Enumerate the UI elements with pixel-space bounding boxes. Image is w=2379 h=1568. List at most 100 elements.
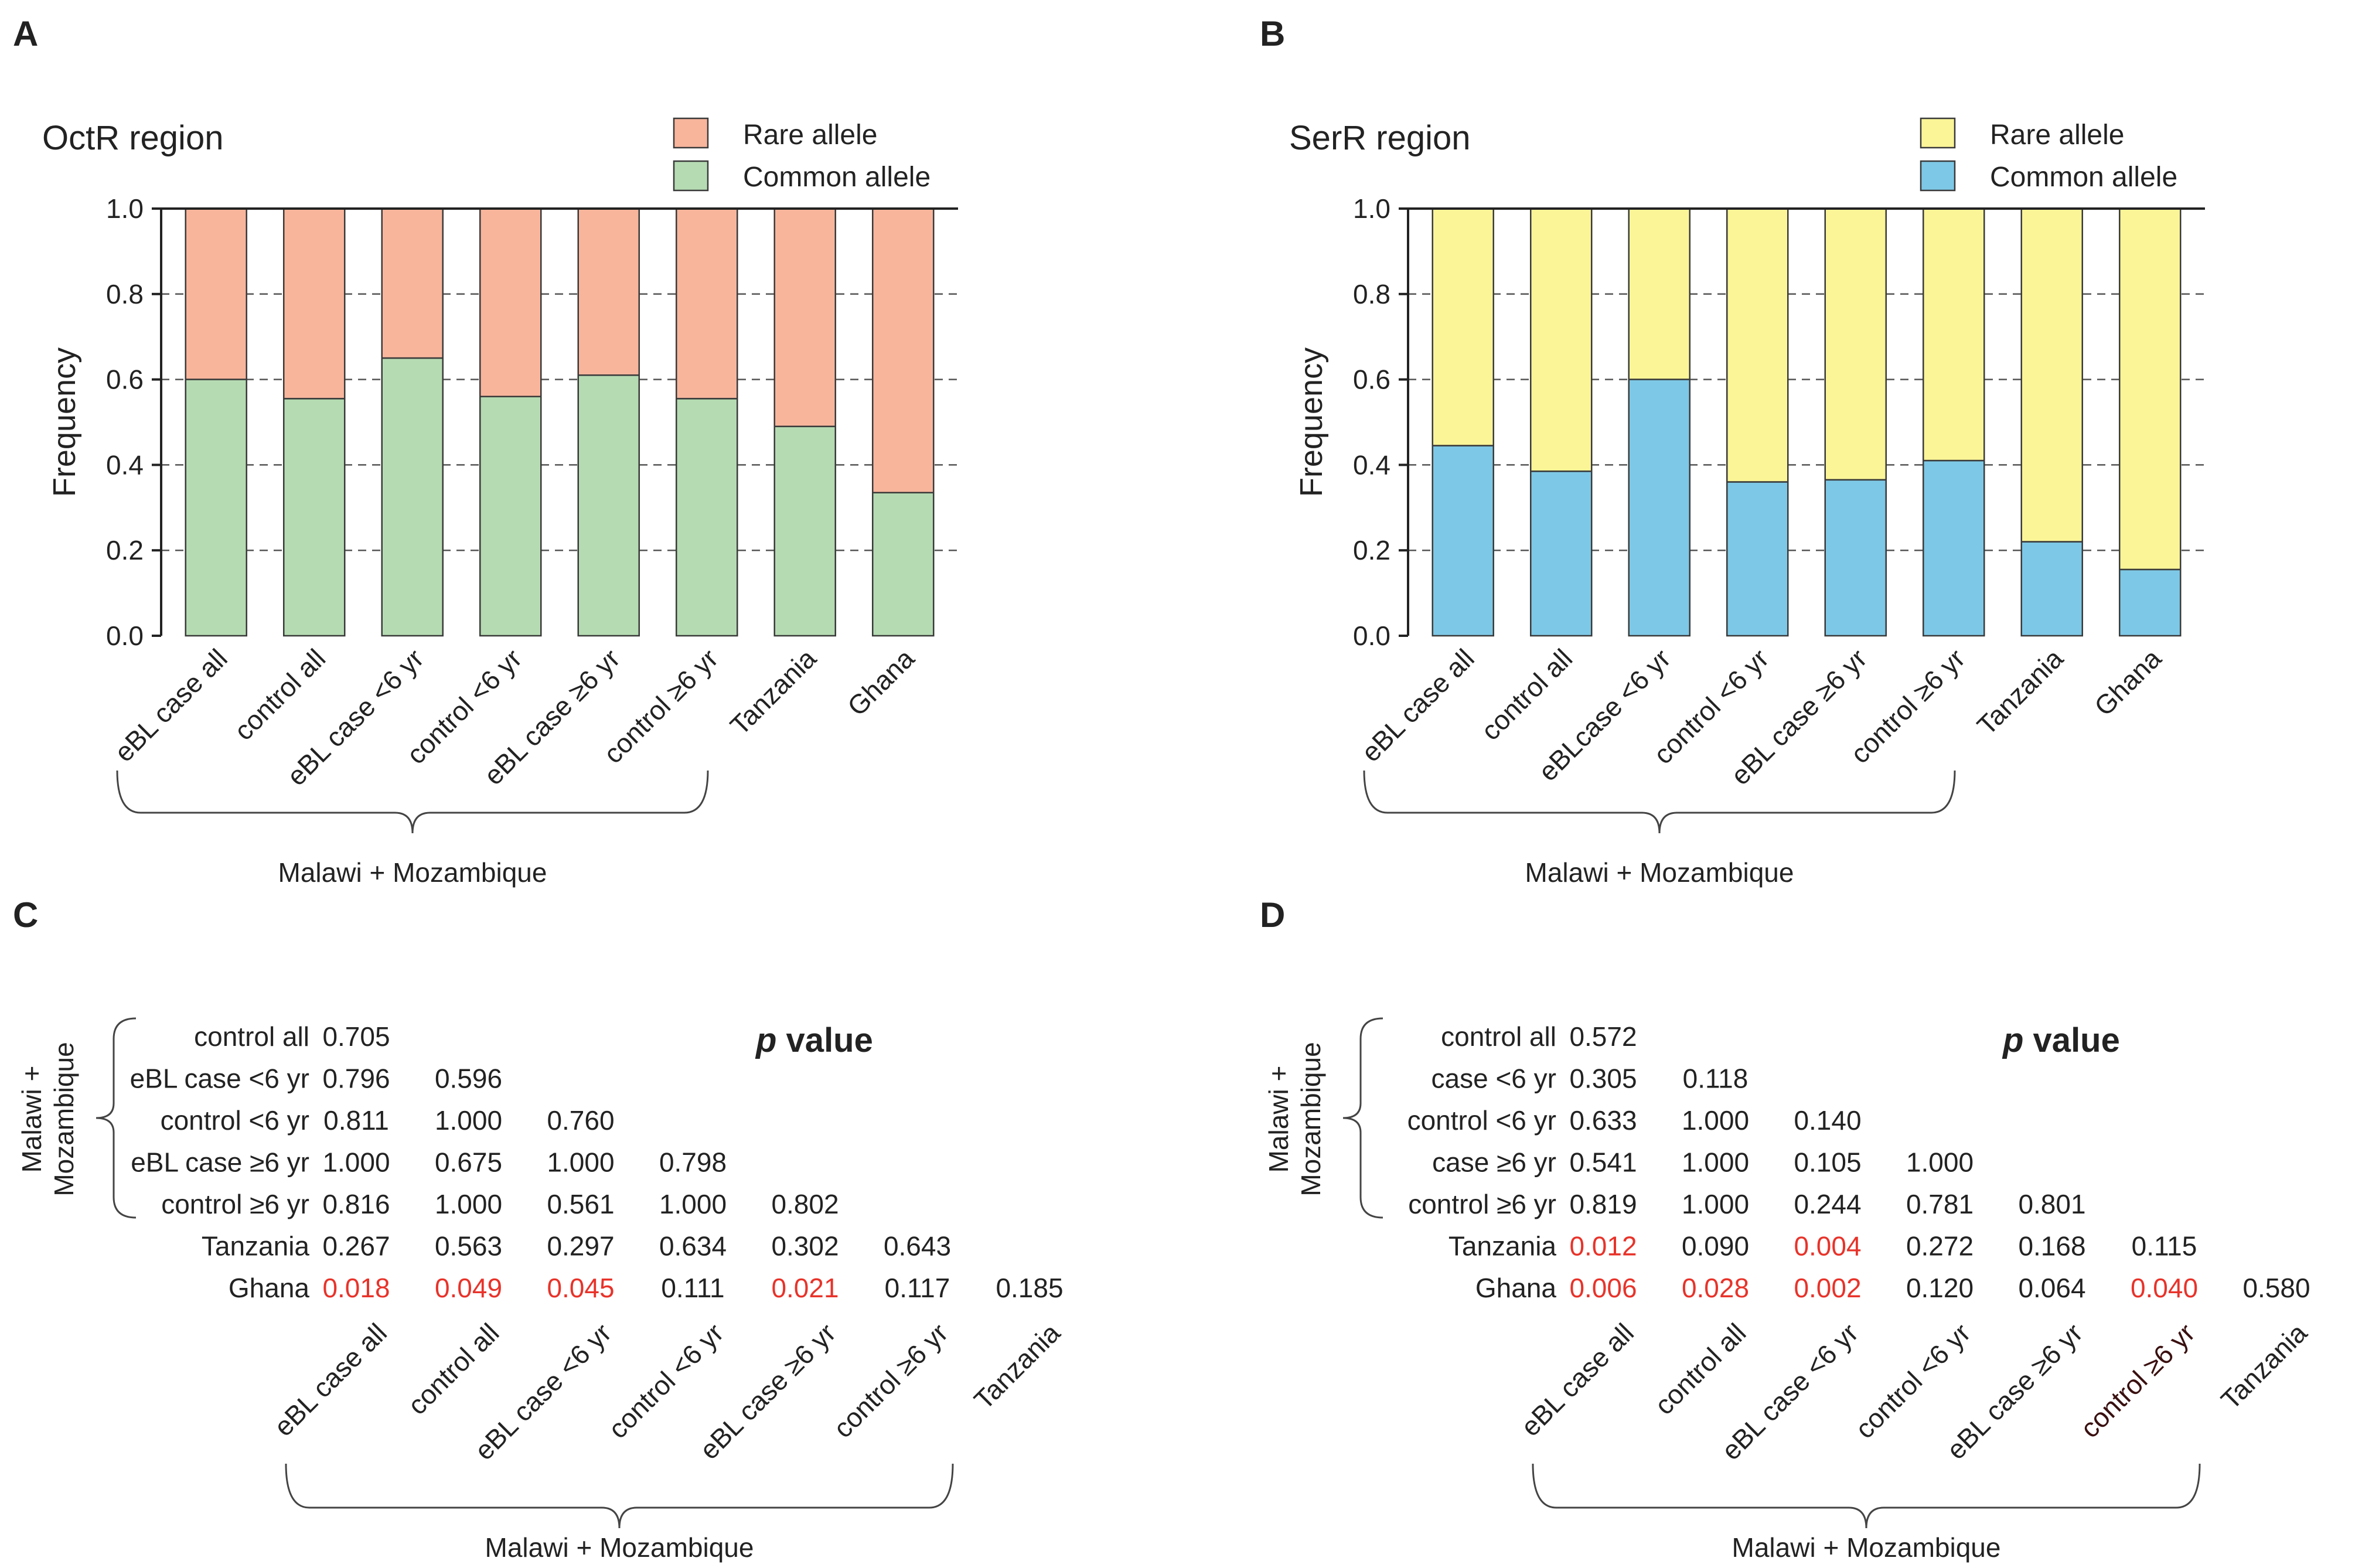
panel-letter-a: A bbox=[13, 14, 38, 53]
row-label: eBL case <6 yr bbox=[130, 1063, 309, 1094]
y-axis-label: Frequency bbox=[47, 347, 82, 497]
column-label: Tanzania bbox=[2215, 1317, 2313, 1415]
pvalue-cell: 0.596 bbox=[435, 1063, 502, 1094]
row-label: Tanzania bbox=[1448, 1231, 1557, 1262]
pvalue-cell: 0.267 bbox=[322, 1231, 390, 1262]
column-label: eBL case all bbox=[268, 1317, 393, 1442]
side-label-line1: Malawi + bbox=[1263, 1066, 1294, 1173]
pvalue-cell: 1.000 bbox=[435, 1189, 502, 1219]
pvalue-cell-significant: 0.004 bbox=[1794, 1231, 1861, 1262]
y-tick-label: 0.6 bbox=[106, 364, 144, 395]
pvalue-cell: 0.811 bbox=[323, 1105, 389, 1136]
column-label: control <6 yr bbox=[1849, 1317, 1976, 1444]
bar-common bbox=[1530, 471, 1593, 637]
pvalue-cell: 0.090 bbox=[1682, 1231, 1749, 1262]
legend-swatch-common bbox=[673, 160, 709, 192]
column-label: control ≥6 yr bbox=[827, 1317, 954, 1444]
row-label: control ≥6 yr bbox=[161, 1189, 309, 1219]
row-label: control all bbox=[1441, 1021, 1556, 1052]
row-label: Tanzania bbox=[202, 1231, 310, 1262]
bar-rare bbox=[1432, 207, 1494, 446]
pvalue-cell: 1.000 bbox=[1682, 1189, 1749, 1219]
row-label: control <6 yr bbox=[1407, 1105, 1556, 1136]
pvalue-cell: 0.541 bbox=[1569, 1147, 1637, 1178]
pvalue-cell: 0.302 bbox=[771, 1231, 839, 1262]
bar-common bbox=[577, 374, 640, 637]
y-tick-label: 0.0 bbox=[106, 621, 144, 651]
bar-common bbox=[1726, 481, 1789, 637]
bar-common bbox=[773, 425, 836, 637]
pvalue-cell: 0.760 bbox=[547, 1105, 614, 1136]
pvalue-cell: 0.781 bbox=[1906, 1189, 1974, 1219]
y-axis-label: Frequency bbox=[1294, 347, 1329, 497]
pvalue-cell: 0.563 bbox=[435, 1231, 502, 1262]
serr-pvalue-table: p value Malawi + Mozambique control all 0.57… bbox=[1263, 1017, 2313, 1563]
x-category-label: eBL case all bbox=[108, 643, 233, 768]
bar-common bbox=[1628, 379, 1690, 637]
x-category-label: control all bbox=[1475, 643, 1578, 746]
side-label-line2: Mozambique bbox=[1296, 1042, 1326, 1196]
bar-rare bbox=[2020, 207, 2083, 543]
y-tick-label: 1.0 bbox=[1353, 193, 1390, 224]
bar-rare bbox=[1530, 207, 1593, 472]
pvalue-cell-significant: 0.006 bbox=[1569, 1273, 1637, 1303]
y-tick-label: 0.8 bbox=[106, 279, 144, 309]
x-category-label: Tanzania bbox=[724, 643, 822, 741]
side-label-line1: Malawi + bbox=[16, 1066, 47, 1173]
bar-common bbox=[2020, 541, 2083, 637]
column-label: control all bbox=[1649, 1317, 1752, 1420]
bar-common bbox=[2119, 568, 2182, 637]
bar-common bbox=[185, 379, 247, 637]
pvalue-cell: 0.801 bbox=[2018, 1189, 2085, 1219]
bar-rare bbox=[872, 207, 935, 494]
chart-title: SerR region bbox=[1289, 119, 1470, 157]
row-label: eBL case ≥6 yr bbox=[131, 1147, 309, 1178]
y-tick-label: 0.2 bbox=[106, 535, 144, 565]
row-group-brace bbox=[96, 1017, 137, 1219]
bar-common bbox=[381, 357, 444, 637]
pvalue-cell: 0.643 bbox=[884, 1231, 951, 1262]
bar-rare bbox=[1726, 207, 1789, 483]
bar-common bbox=[479, 396, 542, 637]
legend-swatch-common bbox=[1920, 160, 1956, 192]
pvalue-title: p value bbox=[2002, 1021, 2120, 1059]
pvalue-cell: 0.140 bbox=[1794, 1105, 1861, 1136]
pvalue-cell: 0.634 bbox=[659, 1231, 727, 1262]
bar-rare bbox=[185, 207, 247, 380]
bar-rare bbox=[773, 207, 836, 428]
pvalue-cell: 0.244 bbox=[1794, 1189, 1861, 1219]
pvalue-cell: 0.633 bbox=[1569, 1105, 1637, 1136]
x-category-label: control all bbox=[228, 643, 331, 746]
legend-swatch-rare bbox=[1920, 117, 1956, 149]
group-brace bbox=[1363, 770, 1956, 834]
pvalue-cell: 0.580 bbox=[2242, 1273, 2310, 1303]
pvalue-cell: 1.000 bbox=[322, 1147, 390, 1178]
pvalue-title-p: p bbox=[755, 1021, 776, 1059]
row-label: Ghana bbox=[1475, 1273, 1557, 1303]
bar-rare bbox=[1628, 207, 1690, 380]
row-label: control ≥6 yr bbox=[1408, 1189, 1556, 1219]
pvalue-cell: 0.796 bbox=[322, 1063, 390, 1094]
panel-letter-d: D bbox=[1260, 895, 1285, 935]
pvalue-title-rest: value bbox=[776, 1021, 872, 1059]
pvalue-cell: 1.000 bbox=[1906, 1147, 1974, 1178]
legend-label-rare: Rare allele bbox=[743, 120, 877, 151]
pvalue-cell-significant: 0.021 bbox=[771, 1273, 839, 1303]
x-category-label: eBL case all bbox=[1355, 643, 1480, 768]
pvalue-cell: 0.305 bbox=[1569, 1063, 1637, 1094]
row-label: control all bbox=[194, 1021, 309, 1052]
row-group-brace bbox=[1342, 1017, 1383, 1219]
bar-rare bbox=[2119, 207, 2182, 571]
bar-rare bbox=[676, 207, 738, 400]
group-label: Malawi + Mozambique bbox=[278, 857, 547, 888]
bar-common bbox=[872, 492, 935, 637]
y-tick-label: 1.0 bbox=[106, 193, 144, 224]
pvalue-cell-significant: 0.045 bbox=[547, 1273, 614, 1303]
pvalue-cell: 0.111 bbox=[661, 1273, 724, 1303]
pvalue-cell: 0.272 bbox=[1906, 1231, 1974, 1262]
pvalue-title-rest: value bbox=[2023, 1021, 2119, 1059]
pvalue-cell: 0.168 bbox=[2018, 1231, 2085, 1262]
row-label: Ghana bbox=[229, 1273, 310, 1303]
x-category-label: Ghana bbox=[841, 643, 921, 722]
y-tick-label: 0.6 bbox=[1353, 364, 1390, 395]
